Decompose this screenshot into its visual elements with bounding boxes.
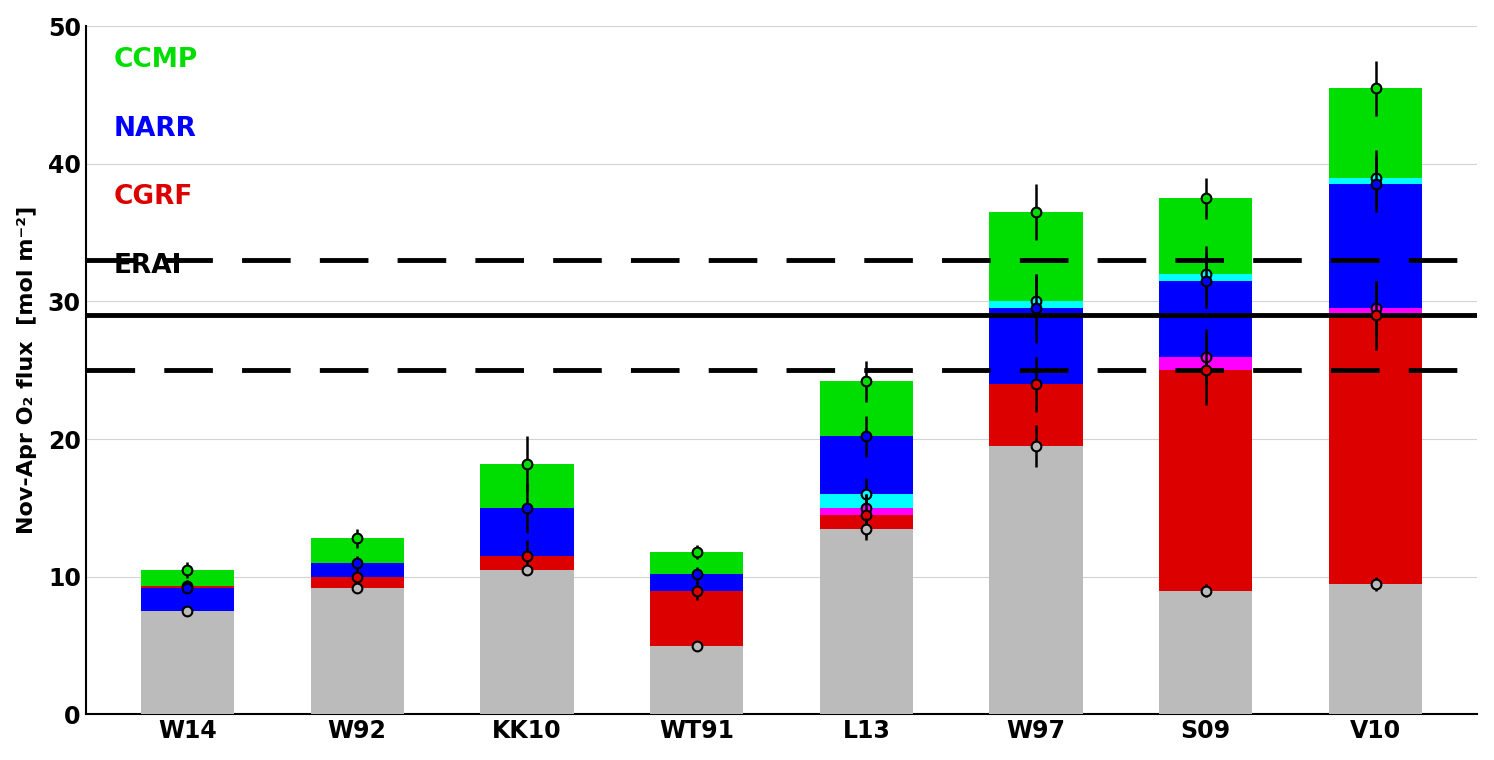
Bar (989, 309, 1083, 714)
Bar (820, 508, 913, 714)
Bar (650, 591, 744, 714)
Bar (140, 587, 235, 714)
Bar (650, 574, 744, 714)
Bar (1159, 274, 1252, 714)
Bar (480, 508, 574, 714)
Bar (989, 302, 1083, 714)
Text: CCMP: CCMP (114, 47, 197, 73)
Bar (311, 587, 403, 714)
Bar (820, 529, 913, 714)
Bar (480, 464, 574, 714)
Bar (650, 552, 744, 714)
Y-axis label: Nov-Apr O₂ flux  [mol m⁻²]: Nov-Apr O₂ flux [mol m⁻²] (16, 206, 37, 534)
Bar (311, 538, 403, 714)
Bar (820, 515, 913, 714)
Text: CGRF: CGRF (114, 185, 193, 211)
Bar (1328, 309, 1422, 714)
Bar (311, 563, 403, 714)
Bar (1159, 198, 1252, 714)
Bar (989, 384, 1083, 714)
Bar (1328, 178, 1422, 714)
Bar (820, 494, 913, 714)
Bar (1328, 315, 1422, 714)
Bar (140, 587, 235, 714)
Bar (480, 570, 574, 714)
Bar (1328, 88, 1422, 714)
Bar (820, 382, 913, 714)
Bar (1159, 281, 1252, 714)
Bar (311, 577, 403, 714)
Bar (820, 436, 913, 714)
Bar (1159, 356, 1252, 714)
Bar (989, 212, 1083, 714)
Bar (989, 446, 1083, 714)
Bar (1159, 370, 1252, 714)
Bar (1328, 584, 1422, 714)
Text: NARR: NARR (114, 116, 196, 141)
Bar (140, 570, 235, 714)
Bar (650, 646, 744, 714)
Bar (140, 611, 235, 714)
Bar (480, 556, 574, 714)
Bar (1159, 591, 1252, 714)
Text: ERAI: ERAI (114, 253, 182, 280)
Bar (1328, 185, 1422, 714)
